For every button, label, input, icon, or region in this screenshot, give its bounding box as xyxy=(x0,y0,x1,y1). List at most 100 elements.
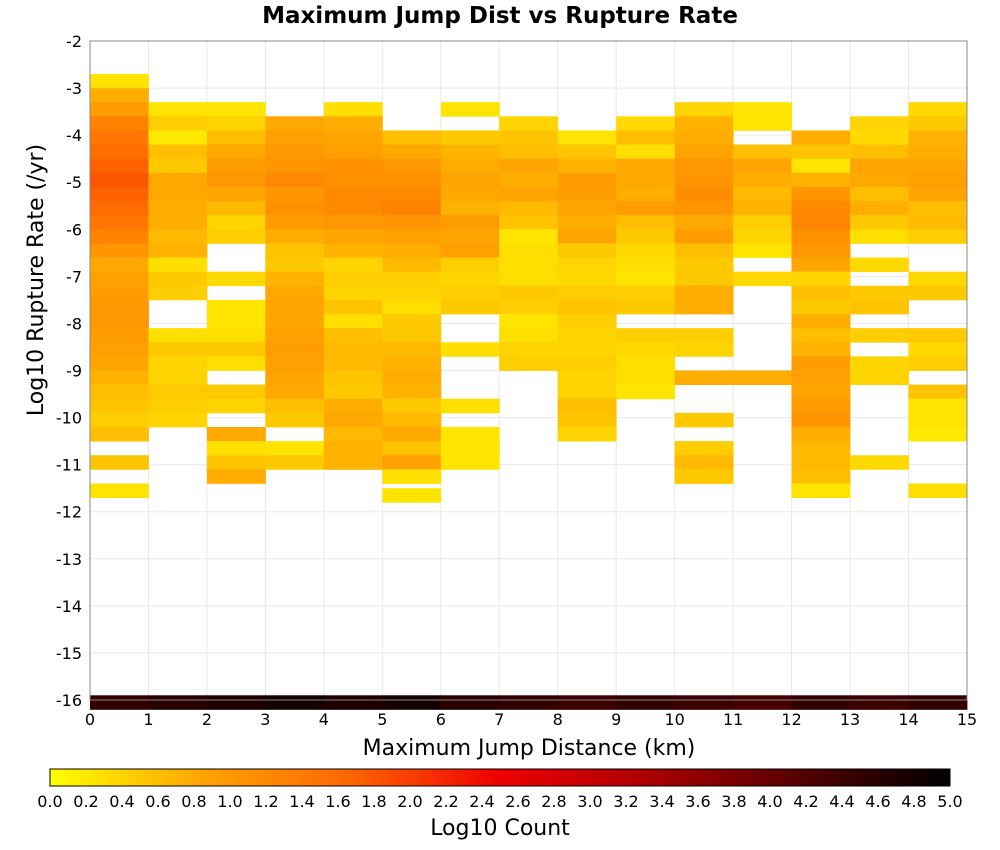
heatmap-cell xyxy=(265,186,325,202)
heatmap-cell xyxy=(557,299,617,315)
heatmap-cell xyxy=(733,271,792,287)
heatmap-cell xyxy=(148,356,208,371)
heatmap-cell xyxy=(90,158,149,174)
heatmap-cell xyxy=(791,186,851,202)
colorbar-tick-label: 2.6 xyxy=(505,792,530,811)
heatmap-cell xyxy=(791,257,851,273)
heatmap-cell xyxy=(323,158,383,174)
heatmap-cell xyxy=(850,695,909,710)
heatmap-cell xyxy=(90,285,149,301)
heatmap-cell xyxy=(499,356,559,371)
heatmap-cell xyxy=(499,342,559,357)
heatmap-cell xyxy=(148,102,208,117)
plot-border xyxy=(89,40,968,701)
heatmap-cell xyxy=(265,257,325,273)
heatmap-cell xyxy=(206,328,266,343)
heatmap-cell xyxy=(557,130,617,145)
heatmap-cell xyxy=(850,285,909,301)
heatmap-cell xyxy=(206,102,266,117)
heatmap-cell xyxy=(265,384,325,400)
heatmap-cell xyxy=(908,412,968,428)
heatmap-cell xyxy=(557,285,617,301)
heatmap-cell xyxy=(382,342,442,357)
heatmap-cell xyxy=(616,243,676,258)
heatmap-cell xyxy=(674,158,734,174)
heatmap-cell xyxy=(382,328,442,343)
heatmap-cell xyxy=(674,102,734,117)
heatmap-cell xyxy=(265,201,325,216)
heatmap-cell xyxy=(323,328,383,343)
heatmap-cell xyxy=(791,426,851,442)
heatmap-cell xyxy=(382,257,442,273)
y-tick-label: -8 xyxy=(66,314,82,333)
heatmap-cell xyxy=(616,257,676,273)
heatmap-cell xyxy=(557,144,617,160)
heatmap-cell xyxy=(674,342,734,357)
heatmap-cell xyxy=(674,271,734,287)
y-tick-label: -3 xyxy=(66,79,82,98)
heatmap-cell xyxy=(265,342,325,357)
heatmap-cell xyxy=(323,342,383,357)
heatmap-cell xyxy=(148,116,208,131)
heatmap-cell xyxy=(206,455,266,470)
heatmap-cell xyxy=(148,130,208,145)
heatmap-cell xyxy=(148,243,208,258)
heatmap-cell xyxy=(265,398,325,414)
heatmap-cell xyxy=(733,172,792,188)
heatmap-cell xyxy=(733,229,792,244)
heatmap-cell xyxy=(148,398,208,414)
heatmap-cell xyxy=(323,455,383,470)
heatmap-cell xyxy=(557,229,617,244)
heatmap-cell xyxy=(850,215,909,230)
heatmap-cell xyxy=(90,102,149,117)
heatmap-cell xyxy=(557,158,617,174)
colorbar-tick-label: 1.4 xyxy=(289,792,314,811)
heatmap-cell xyxy=(382,398,442,414)
colorbar-tick-label: 0.4 xyxy=(109,792,134,811)
heatmap-cell xyxy=(733,102,792,117)
heatmap-cell xyxy=(791,370,851,386)
heatmap-cell xyxy=(908,342,968,357)
colorbar-tick-label: 2.0 xyxy=(397,792,422,811)
heatmap-cell xyxy=(265,271,325,287)
heatmap-cell xyxy=(674,257,734,273)
heatmap-cell xyxy=(499,243,559,258)
heatmap-cell xyxy=(90,116,149,131)
heatmap-cell xyxy=(557,342,617,357)
heatmap-cell xyxy=(674,229,734,244)
heatmap-cell xyxy=(148,201,208,216)
heatmap-cell xyxy=(908,483,968,498)
heatmap-cell xyxy=(90,328,149,343)
x-tick-label: 9 xyxy=(611,710,621,729)
heatmap-cell xyxy=(382,215,442,230)
heatmap-cell xyxy=(557,695,617,710)
colorbar-tick-label: 3.0 xyxy=(577,792,602,811)
heatmap-cell xyxy=(733,201,792,216)
heatmap-cell xyxy=(382,158,442,174)
heatmap-cell xyxy=(206,441,266,456)
heatmap-cell xyxy=(148,695,208,710)
heatmap-cell xyxy=(674,695,734,710)
heatmap-cells xyxy=(90,73,968,710)
heatmap-cell xyxy=(323,102,383,117)
heatmap-cell xyxy=(499,172,559,188)
heatmap-cell xyxy=(674,243,734,258)
heatmap-cell xyxy=(791,285,851,301)
heatmap-cell xyxy=(323,384,383,400)
heatmap-cell xyxy=(323,398,383,414)
heatmap-cell xyxy=(499,328,559,343)
heatmap-cell xyxy=(791,695,851,710)
heatmap-cell xyxy=(323,314,383,329)
heatmap-cell xyxy=(440,426,500,442)
colorbar-tick-label: 4.6 xyxy=(865,792,890,811)
heatmap-cell xyxy=(265,130,325,145)
heatmap-cell xyxy=(674,455,734,470)
heatmap-cell xyxy=(265,215,325,230)
heatmap-cell xyxy=(440,229,500,244)
colorbar-tick-label: 5.0 xyxy=(937,792,962,811)
heatmap-cell xyxy=(440,271,500,287)
x-tick-label: 1 xyxy=(143,710,153,729)
heatmap-cell xyxy=(499,116,559,131)
heatmap-cell xyxy=(733,186,792,202)
heatmap-cell xyxy=(265,229,325,244)
